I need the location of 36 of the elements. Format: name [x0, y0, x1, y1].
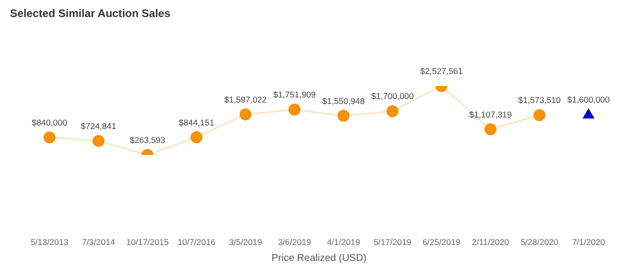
- point: [288, 104, 300, 116]
- x-axis-title: Price Realized (USD): [271, 253, 367, 264]
- point: [484, 123, 496, 136]
- x-tick-label: 2/11/2020: [472, 237, 510, 248]
- chart-title: Selected Similar Auction Sales: [10, 8, 170, 20]
- x-tick-label: 5/13/2013: [30, 237, 69, 248]
- data-label: $1,573,510: [518, 95, 562, 106]
- point: [92, 134, 104, 147]
- point: [240, 108, 252, 120]
- data-label: $840,000: [32, 117, 68, 128]
- x-tick-label: 10/17/2015: [126, 237, 170, 248]
- x-tick-label: 3/6/2019: [278, 237, 312, 248]
- data-label: $2,527,561: [420, 66, 464, 76]
- x-tick-label: 3/5/2019: [228, 237, 262, 248]
- x-tick-label: 4/1/2019: [326, 237, 360, 248]
- data-label: $1,597,022: [224, 94, 268, 104]
- data-label: $1,751,909: [273, 90, 316, 100]
- data-label: $844,151: [178, 117, 214, 128]
- x-tick-label: 6/25/2019: [422, 237, 461, 248]
- data-label: $263,593: [130, 135, 166, 145]
- point: [44, 131, 56, 144]
- data-label: $724,841: [80, 120, 116, 131]
- point: [534, 109, 546, 122]
- point: [338, 110, 350, 122]
- point: [190, 131, 202, 144]
- point: [386, 105, 398, 118]
- data-label: $1,550,948: [322, 96, 366, 106]
- data-label: $1,700,000: [371, 91, 414, 102]
- x-tick-label: 5/28/2020: [520, 237, 559, 248]
- x-tick-label: 7/3/2014: [82, 237, 116, 248]
- x-tick-label: 7/1/2020: [572, 237, 606, 248]
- point: [582, 108, 594, 118]
- data-label: $1,107,319: [469, 109, 512, 120]
- x-tick-label: 5/17/2019: [374, 237, 412, 248]
- data-label: $1,600,000: [567, 94, 610, 104]
- x-tick-label: 10/7/2016: [178, 237, 216, 248]
